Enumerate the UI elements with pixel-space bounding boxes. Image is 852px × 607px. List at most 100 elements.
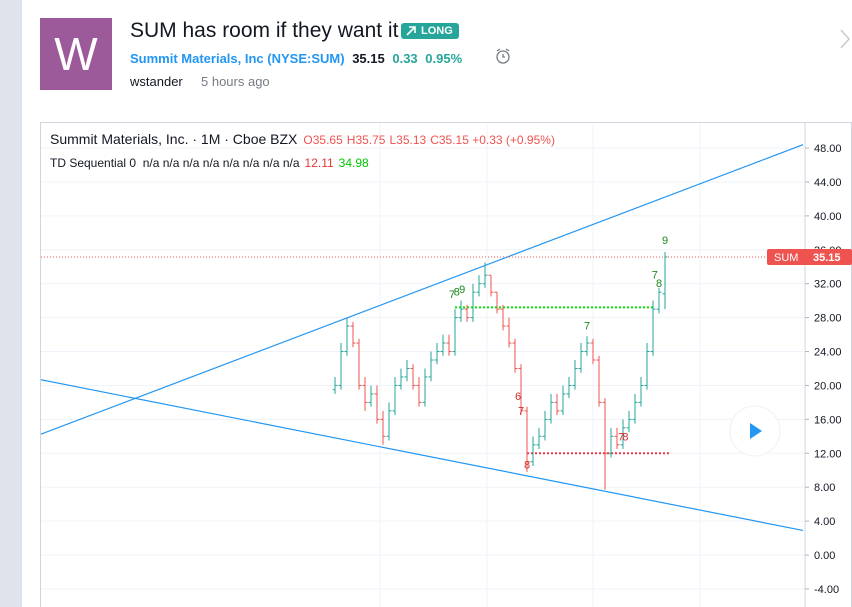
- td-label: 7: [652, 270, 658, 282]
- ohlc-bar: [650, 300, 656, 356]
- ohlc-bar: [482, 262, 488, 288]
- author[interactable]: wstander: [130, 74, 183, 89]
- ohlc-bar: [530, 436, 536, 466]
- ohlc-bar: [416, 376, 422, 407]
- ohlc-bar: [440, 334, 446, 356]
- ohlc-bar: [500, 304, 506, 331]
- ohlc-bar: [398, 368, 404, 390]
- y-tick-label: 0.00: [814, 550, 835, 562]
- ohlc-bar: [620, 419, 626, 450]
- trendline: [41, 144, 804, 435]
- ohlc-bar: [590, 338, 596, 365]
- indicator-legend: TD Sequential 0 n/a n/a n/a n/a n/a n/a …: [50, 156, 369, 170]
- symbol-line: Summit Materials, Inc (NYSE:SUM) 35.15 0…: [130, 51, 462, 66]
- td-label: 8: [454, 287, 460, 299]
- ohlc-bar: [644, 343, 650, 390]
- symbol-legend: Summit Materials, Inc. · 1M · Cboe BZX O3…: [50, 131, 555, 147]
- ohlc-bar: [404, 360, 410, 382]
- ohlc-bar: [638, 376, 644, 407]
- ohlc-bar: [554, 393, 560, 416]
- price-axis: 48.0044.0040.0036.0032.0028.0024.0020.00…: [767, 143, 852, 596]
- ohlc-bar: [506, 317, 512, 348]
- td-label: 7: [449, 289, 455, 301]
- ohlc-bar: [422, 368, 428, 407]
- td-label: 9: [459, 284, 465, 296]
- ohlc-bar: [356, 338, 362, 390]
- ohlc-bar: [602, 398, 608, 490]
- chart-frame: [40, 122, 852, 607]
- price-tag-symbol: SUM: [774, 252, 798, 264]
- y-tick-label: 4.00: [814, 516, 835, 528]
- ohlc-bar: [566, 376, 572, 399]
- ohlc-bar: [338, 343, 344, 390]
- avatar[interactable]: W: [40, 18, 112, 90]
- td-label: 8: [656, 278, 662, 290]
- time: 5 hours ago: [201, 74, 270, 89]
- ohlc-bar: [632, 393, 638, 424]
- ohlc-bar: [560, 385, 566, 416]
- ohlc-bar: [428, 351, 434, 382]
- ohlc-bar: [476, 275, 482, 297]
- y-tick-label: 28.00: [814, 313, 842, 325]
- ohlc-bar: [332, 376, 338, 394]
- y-tick-label: 32.00: [814, 279, 842, 291]
- ohlc-bar: [578, 343, 584, 373]
- badge-arrow: [406, 26, 416, 36]
- ohlc-bar: [434, 343, 440, 365]
- y-tick-label: 24.00: [814, 347, 842, 359]
- ohlc-bar: [524, 406, 530, 472]
- ohlc-bar: [536, 427, 542, 450]
- indicator-name: TD Sequential 0 n/a n/a n/a n/a n/a n/a …: [50, 156, 300, 170]
- close-legend: C35.15 +0.33 (+0.95%): [430, 133, 555, 147]
- ohlc-bar: [572, 360, 578, 390]
- ohlc-bar: [368, 385, 374, 407]
- ohlc-bar: [614, 427, 620, 450]
- td-label: 6: [515, 391, 521, 403]
- side-strip: [0, 0, 22, 607]
- change-pct: 0.95%: [425, 51, 463, 66]
- price-tag-value: 35.15: [813, 252, 841, 264]
- ticker-link[interactable]: (NYSE:SUM): [267, 51, 345, 66]
- ohlc-bar: [584, 336, 590, 356]
- ohlc-bar: [446, 334, 452, 356]
- low-legend: L35.13: [389, 133, 426, 147]
- symbol: Summit Materials, Inc. · 1M · Cboe BZX: [50, 131, 298, 147]
- ohlc-bar: [542, 410, 548, 441]
- ohlc-bar: [608, 427, 614, 458]
- ohlc-bar: [374, 385, 380, 424]
- ohlc-bar: [626, 410, 632, 433]
- ohlc-bar: [392, 376, 398, 416]
- ohlc-bar: [380, 410, 386, 445]
- indicator-value: 34.98: [339, 156, 369, 170]
- ohlc-bar: [458, 300, 464, 322]
- vertical-grid: [379, 123, 701, 607]
- y-tick-label: -4.00: [814, 584, 839, 596]
- change: 0.33: [392, 51, 418, 66]
- company-link[interactable]: Summit Materials, Inc: [130, 51, 264, 66]
- td-label: 9: [662, 235, 668, 247]
- next-arrow[interactable]: [838, 28, 852, 50]
- td-label: 7: [518, 405, 524, 417]
- idea-title: SUM has room if they want it: [130, 19, 399, 42]
- td-label: 8: [524, 460, 530, 472]
- y-tick-label: 12.00: [814, 448, 842, 460]
- y-tick-label: 16.00: [814, 414, 842, 426]
- td-label: 8: [622, 432, 628, 444]
- ohlc-bar: [518, 364, 524, 416]
- td-label: 7: [584, 320, 590, 332]
- price: 35.15: [352, 51, 385, 66]
- ohlc-bar: [470, 283, 476, 322]
- ohlc-bar: [548, 393, 554, 424]
- alarm-icon[interactable]: [494, 47, 514, 67]
- ohlc-bar: [596, 355, 602, 407]
- y-tick-label: 20.00: [814, 380, 842, 392]
- ohlc-bar: [494, 291, 500, 314]
- ohlc-bar: [656, 287, 662, 314]
- ohlc-bar: [362, 376, 368, 411]
- ohlc-bar: [344, 317, 350, 356]
- ohlc-bar: [512, 338, 518, 373]
- ohlc-bar: [386, 402, 392, 441]
